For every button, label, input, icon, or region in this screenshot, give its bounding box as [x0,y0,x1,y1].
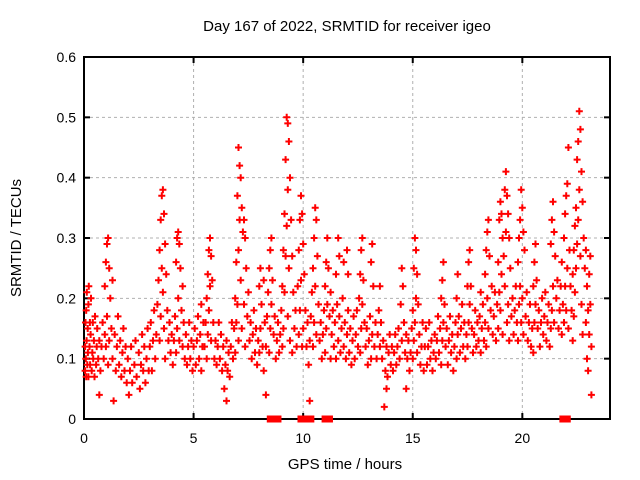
y-tick-label: 0.2 [57,290,77,306]
x-tick-label: 0 [80,430,88,446]
x-tick-label: 5 [190,430,198,446]
zero-epoch-square [563,415,571,423]
grid-lines [84,57,610,419]
zero-epoch-square [274,415,282,423]
y-tick-label: 0.3 [57,230,77,246]
x-tick-label: 15 [405,430,421,446]
chart-title: Day 167 of 2022, SRMTID for receiver ige… [203,18,491,35]
zero-epoch-square [307,415,315,423]
zero-epoch-square [268,415,276,423]
x-axis-label: GPS time / hours [288,456,402,473]
y-axis-label: SRMTID / TECUs [8,179,25,297]
y-tick-label: 0.1 [57,351,77,367]
y-tick-label: 0 [68,411,76,427]
zero-epoch-square [325,415,333,423]
y-tick-label: 0.6 [57,49,77,65]
zero-line-squares [266,415,571,423]
x-tick-label: 10 [295,430,311,446]
y-tick-label: 0.5 [57,109,77,125]
x-tick-label: 20 [515,430,531,446]
scatter-points [81,107,595,411]
data-point-crosses [81,107,595,411]
y-tick-label: 0.4 [57,170,77,186]
tick-labels: 0 5 10 15 20 0 0.1 0.2 0.3 0.4 0.5 0.6 [57,49,531,446]
